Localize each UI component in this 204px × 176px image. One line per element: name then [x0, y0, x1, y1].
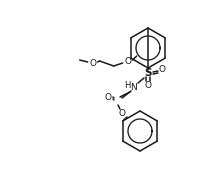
Text: O: O — [158, 65, 165, 74]
Text: N: N — [130, 83, 137, 92]
Text: O: O — [89, 58, 96, 68]
Text: S: S — [144, 68, 151, 78]
Text: O: O — [104, 93, 111, 102]
Text: O: O — [144, 80, 151, 90]
Text: O: O — [118, 108, 125, 118]
Text: O: O — [124, 56, 131, 65]
Text: H: H — [123, 80, 130, 90]
